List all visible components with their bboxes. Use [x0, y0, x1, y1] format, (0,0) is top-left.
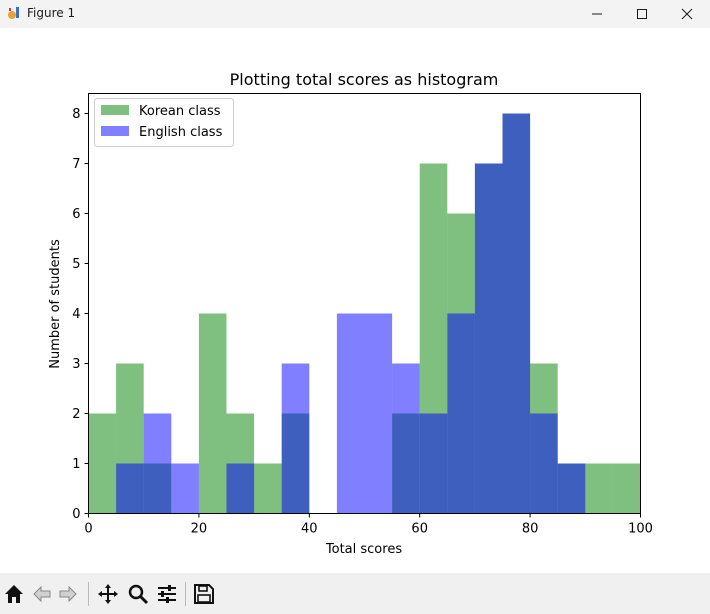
bar-english-11: [392, 363, 420, 514]
app-icon: [8, 7, 19, 19]
x-tick-label: 100: [628, 522, 653, 537]
home-icon: [5, 585, 23, 603]
y-tick-label: 0: [72, 507, 80, 522]
legend-frame: [94, 98, 234, 147]
bars-group: [88, 113, 641, 514]
zoom-icon: [128, 584, 149, 605]
pan-button[interactable]: [96, 582, 120, 606]
forward-icon: [59, 585, 77, 603]
toolbar-separator: [185, 582, 186, 606]
forward-button[interactable]: [56, 582, 80, 606]
bar-english-9: [336, 313, 365, 514]
save-icon: [194, 584, 214, 604]
pan-icon: [98, 584, 118, 604]
legend-label-english: English class: [139, 125, 223, 140]
legend-label-korean: Korean class: [139, 104, 221, 119]
x-tick-label: 40: [301, 522, 318, 537]
window-title: Figure 1: [27, 6, 76, 20]
bar-english-12: [419, 413, 448, 514]
legend-swatch-korean: [101, 105, 129, 115]
bar-english-10: [364, 313, 393, 514]
figure-canvas: Plotting total scores as histogram 0 20 40…: [0, 28, 710, 573]
bar-english-1: [116, 463, 144, 514]
y-tick-label: 6: [72, 207, 80, 222]
x-tick-label: 60: [411, 522, 428, 537]
configure-subplots-icon: [158, 585, 176, 603]
y-tick-label: 1: [72, 457, 80, 472]
y-tick-label: 4: [72, 307, 80, 322]
y-tick-label: 5: [72, 257, 80, 272]
y-tick-label: 2: [72, 407, 80, 422]
maximize-button[interactable]: [619, 0, 665, 28]
back-icon: [33, 585, 51, 603]
bar-korean-0: [88, 413, 117, 514]
legend: Korean class English class: [94, 98, 234, 147]
navigation-toolbar: [0, 573, 710, 614]
close-icon: [681, 8, 693, 20]
back-button[interactable]: [30, 582, 54, 606]
bar-english-15: [502, 113, 531, 514]
bar-english-5: [226, 463, 255, 514]
bar-korean-4: [198, 313, 227, 514]
close-button[interactable]: [664, 0, 710, 28]
bar-english-14: [474, 163, 503, 514]
bar-korean-18: [585, 463, 613, 514]
configure-subplots-button[interactable]: [155, 582, 179, 606]
bar-korean-6: [254, 463, 282, 514]
zoom-button[interactable]: [126, 582, 150, 606]
legend-swatch-english: [101, 126, 129, 136]
bar-english-16: [530, 413, 558, 514]
save-button[interactable]: [192, 582, 216, 606]
bar-korean-19: [612, 463, 641, 514]
bar-english-7: [281, 363, 310, 514]
home-button[interactable]: [2, 582, 26, 606]
y-tick-label: 8: [72, 107, 80, 122]
bar-english-13: [447, 313, 475, 514]
x-tick-label: 20: [191, 522, 208, 537]
bar-english-2: [143, 413, 172, 514]
histogram-chart: Plotting total scores as histogram 0 20 40…: [48, 70, 653, 557]
plot-area-frame: [88, 93, 641, 514]
y-axis-label: Number of students: [48, 239, 63, 369]
y-tick-label: 3: [72, 357, 80, 372]
ticks-group: 0 20 40 60 80 100 0 1 2 3 4 5 6 7 8: [72, 107, 653, 537]
x-tick-label: 0: [84, 522, 92, 537]
chart-title: Plotting total scores as histogram: [230, 70, 499, 89]
x-tick-label: 80: [522, 522, 539, 537]
maximize-icon: [637, 9, 647, 19]
bar-english-3: [171, 463, 199, 514]
minimize-icon: [592, 13, 602, 15]
y-tick-label: 7: [72, 157, 80, 172]
minimize-button[interactable]: [574, 0, 620, 28]
x-axis-label: Total scores: [325, 542, 402, 557]
bar-english-17: [557, 463, 586, 514]
toolbar-separator: [88, 582, 89, 606]
window-titlebar: Figure 1: [0, 0, 710, 28]
